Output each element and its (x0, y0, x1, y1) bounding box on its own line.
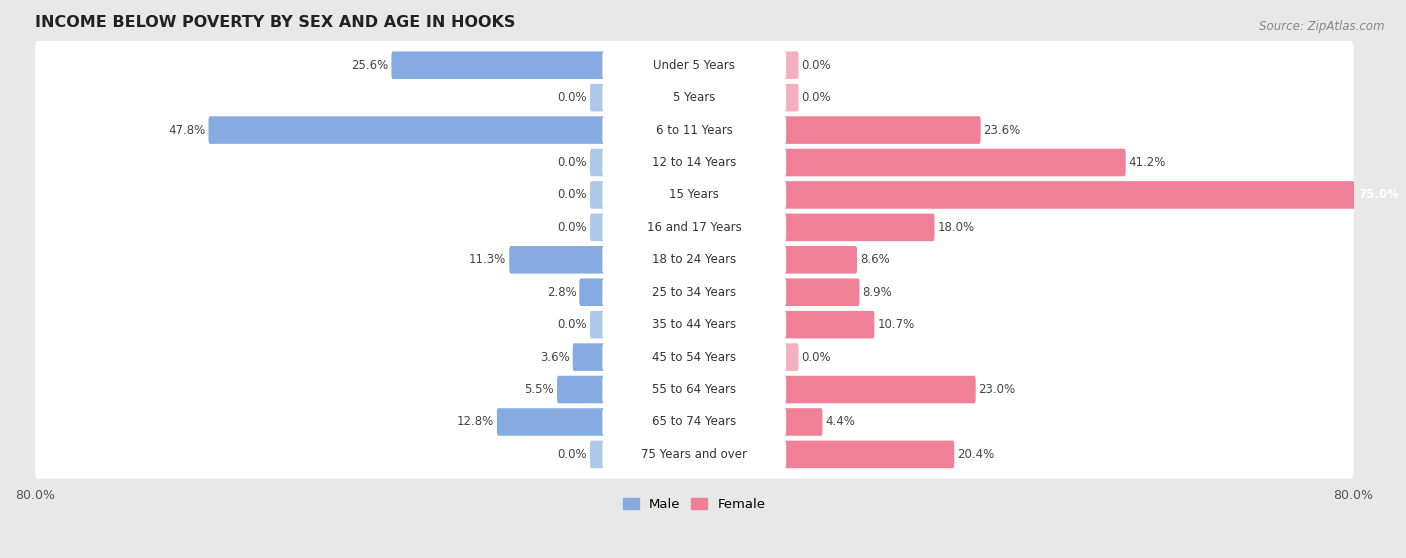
Text: 75.0%: 75.0% (1358, 189, 1399, 201)
FancyBboxPatch shape (783, 149, 1126, 176)
Text: 23.0%: 23.0% (979, 383, 1015, 396)
FancyBboxPatch shape (602, 278, 786, 306)
FancyBboxPatch shape (783, 116, 980, 144)
Text: 8.9%: 8.9% (862, 286, 893, 299)
FancyBboxPatch shape (602, 51, 786, 79)
FancyBboxPatch shape (602, 408, 786, 436)
FancyBboxPatch shape (602, 441, 786, 468)
Text: 10.7%: 10.7% (877, 318, 914, 331)
Text: 23.6%: 23.6% (984, 123, 1021, 137)
FancyBboxPatch shape (391, 51, 605, 79)
Text: 75 Years and over: 75 Years and over (641, 448, 747, 461)
FancyBboxPatch shape (783, 343, 799, 371)
Text: 45 to 54 Years: 45 to 54 Years (652, 350, 737, 364)
Text: 0.0%: 0.0% (801, 91, 831, 104)
FancyBboxPatch shape (496, 408, 605, 436)
FancyBboxPatch shape (509, 246, 605, 273)
FancyBboxPatch shape (35, 171, 1354, 219)
Text: 25 to 34 Years: 25 to 34 Years (652, 286, 737, 299)
FancyBboxPatch shape (602, 343, 786, 371)
FancyBboxPatch shape (783, 278, 859, 306)
FancyBboxPatch shape (35, 203, 1354, 252)
Legend: Male, Female: Male, Female (617, 492, 770, 516)
Text: 5 Years: 5 Years (673, 91, 716, 104)
FancyBboxPatch shape (572, 343, 605, 371)
FancyBboxPatch shape (602, 311, 786, 339)
FancyBboxPatch shape (602, 214, 786, 241)
FancyBboxPatch shape (602, 246, 786, 273)
Text: INCOME BELOW POVERTY BY SEX AND AGE IN HOOKS: INCOME BELOW POVERTY BY SEX AND AGE IN H… (35, 15, 516, 30)
Text: 15 Years: 15 Years (669, 189, 720, 201)
FancyBboxPatch shape (783, 51, 799, 79)
Text: 8.6%: 8.6% (860, 253, 890, 266)
FancyBboxPatch shape (35, 365, 1354, 414)
FancyBboxPatch shape (591, 84, 605, 112)
Text: 0.0%: 0.0% (801, 59, 831, 72)
Text: 12.8%: 12.8% (457, 416, 494, 429)
Text: 0.0%: 0.0% (558, 189, 588, 201)
Text: 3.6%: 3.6% (540, 350, 569, 364)
FancyBboxPatch shape (602, 116, 786, 144)
FancyBboxPatch shape (35, 300, 1354, 349)
FancyBboxPatch shape (783, 408, 823, 436)
Text: 20.4%: 20.4% (957, 448, 994, 461)
FancyBboxPatch shape (35, 106, 1354, 155)
Text: 6 to 11 Years: 6 to 11 Years (655, 123, 733, 137)
FancyBboxPatch shape (35, 268, 1354, 316)
FancyBboxPatch shape (35, 398, 1354, 446)
FancyBboxPatch shape (208, 116, 605, 144)
Text: 5.5%: 5.5% (524, 383, 554, 396)
FancyBboxPatch shape (602, 376, 786, 403)
FancyBboxPatch shape (557, 376, 605, 403)
FancyBboxPatch shape (783, 214, 935, 241)
Text: 12 to 14 Years: 12 to 14 Years (652, 156, 737, 169)
Text: 18.0%: 18.0% (938, 221, 974, 234)
FancyBboxPatch shape (35, 235, 1354, 284)
Text: 25.6%: 25.6% (352, 59, 388, 72)
Text: 11.3%: 11.3% (470, 253, 506, 266)
Text: 35 to 44 Years: 35 to 44 Years (652, 318, 737, 331)
FancyBboxPatch shape (591, 214, 605, 241)
Text: 16 and 17 Years: 16 and 17 Years (647, 221, 741, 234)
FancyBboxPatch shape (579, 278, 605, 306)
Text: 18 to 24 Years: 18 to 24 Years (652, 253, 737, 266)
Text: 41.2%: 41.2% (1129, 156, 1166, 169)
FancyBboxPatch shape (35, 333, 1354, 382)
FancyBboxPatch shape (35, 41, 1354, 89)
FancyBboxPatch shape (591, 311, 605, 339)
FancyBboxPatch shape (783, 311, 875, 339)
Text: 4.4%: 4.4% (825, 416, 855, 429)
Text: 0.0%: 0.0% (801, 350, 831, 364)
Text: 0.0%: 0.0% (558, 221, 588, 234)
Text: 0.0%: 0.0% (558, 91, 588, 104)
FancyBboxPatch shape (783, 441, 955, 468)
Text: Source: ZipAtlas.com: Source: ZipAtlas.com (1260, 20, 1385, 32)
FancyBboxPatch shape (35, 430, 1354, 479)
Text: 0.0%: 0.0% (558, 448, 588, 461)
FancyBboxPatch shape (783, 181, 1405, 209)
Text: 47.8%: 47.8% (169, 123, 205, 137)
FancyBboxPatch shape (783, 376, 976, 403)
Text: 55 to 64 Years: 55 to 64 Years (652, 383, 737, 396)
Text: 0.0%: 0.0% (558, 318, 588, 331)
FancyBboxPatch shape (35, 138, 1354, 187)
FancyBboxPatch shape (591, 181, 605, 209)
FancyBboxPatch shape (602, 84, 786, 112)
Text: 65 to 74 Years: 65 to 74 Years (652, 416, 737, 429)
FancyBboxPatch shape (783, 84, 799, 112)
FancyBboxPatch shape (602, 149, 786, 176)
Text: Under 5 Years: Under 5 Years (654, 59, 735, 72)
FancyBboxPatch shape (602, 181, 786, 209)
FancyBboxPatch shape (783, 246, 858, 273)
FancyBboxPatch shape (35, 73, 1354, 122)
FancyBboxPatch shape (591, 441, 605, 468)
FancyBboxPatch shape (591, 149, 605, 176)
Text: 0.0%: 0.0% (558, 156, 588, 169)
Text: 2.8%: 2.8% (547, 286, 576, 299)
